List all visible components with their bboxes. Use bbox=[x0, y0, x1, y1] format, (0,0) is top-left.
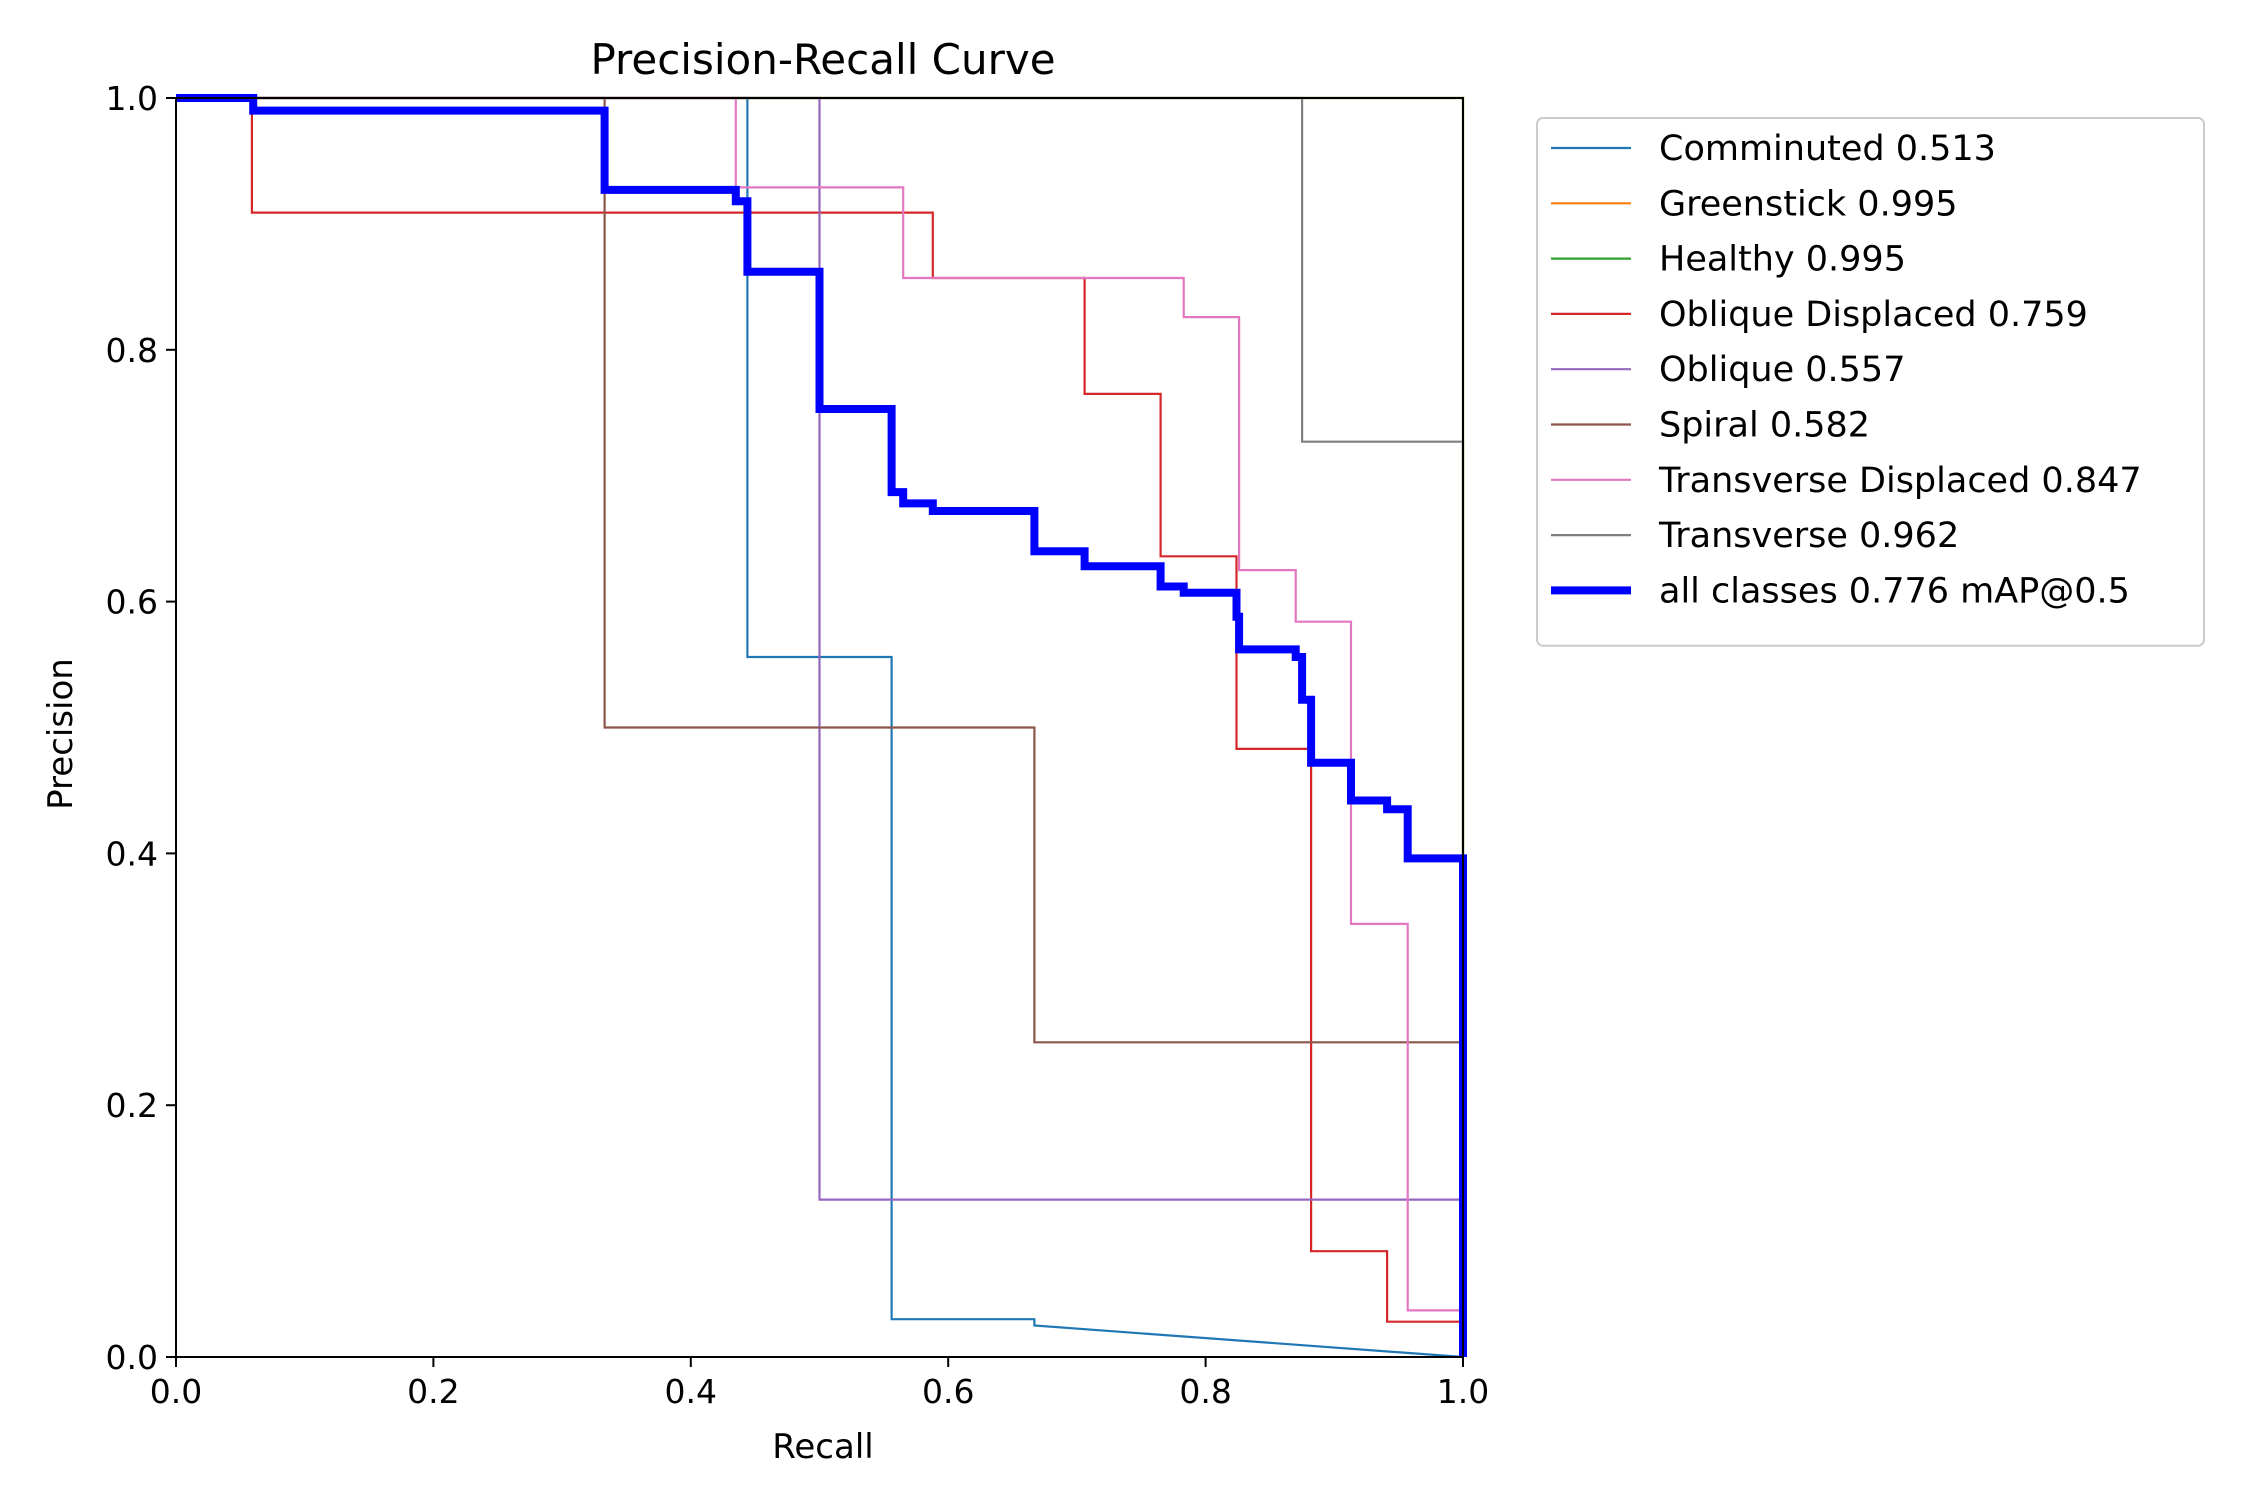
series-line-3 bbox=[176, 96, 1465, 1357]
x-tick-label-1: 0.2 bbox=[407, 1372, 459, 1411]
series-line-0 bbox=[176, 96, 1464, 1359]
series-line-6 bbox=[176, 96, 1465, 1357]
x-tick-label-2: 0.4 bbox=[665, 1372, 717, 1411]
y-axis-label: Precision bbox=[41, 658, 81, 810]
x-tick-label-5: 1.0 bbox=[1437, 1372, 1489, 1411]
y-tick-label-2: 0.4 bbox=[106, 834, 158, 873]
y-tick-label-3: 0.6 bbox=[106, 583, 158, 622]
y-tick-label-4: 0.8 bbox=[106, 331, 158, 370]
x-tick-label-4: 0.8 bbox=[1179, 1372, 1231, 1411]
legend-box bbox=[1536, 117, 2205, 647]
y-tick-label-5: 1.0 bbox=[106, 79, 158, 118]
x-tick-label-0: 0.0 bbox=[150, 1372, 202, 1411]
y-tick-label-0: 0.0 bbox=[106, 1338, 158, 1377]
legend-label-2: Healthy 0.995 bbox=[1659, 240, 1906, 280]
legend-label-3: Oblique Displaced 0.759 bbox=[1659, 295, 2088, 335]
series-line-8 bbox=[176, 94, 1467, 1357]
plot-area: 0.00.0 0.2 0.2 0.4 0.4 0.6 0.6 0.8 0.8 1.0 1.0 bbox=[106, 79, 1490, 1411]
x-axis-label: Recall bbox=[772, 1427, 873, 1467]
legend-label-0: Comminuted 0.513 bbox=[1659, 129, 1996, 169]
y-tick-label-1: 0.2 bbox=[106, 1086, 158, 1125]
axes-frame bbox=[175, 97, 1464, 1358]
chart-title: Precision-Recall Curve bbox=[590, 35, 1055, 84]
x-tick-label-3: 0.6 bbox=[922, 1372, 974, 1411]
legend-label-8: all classes 0.776 mAP@0.5 bbox=[1659, 571, 2130, 611]
legend: Comminuted 0.513 Greenstick 0.995 Healthy … bbox=[1536, 117, 2205, 647]
legend-label-4: Oblique 0.557 bbox=[1659, 350, 1905, 390]
legend-label-6: Transverse Displaced 0.847 bbox=[1658, 461, 2142, 501]
legend-label-7: Transverse 0.962 bbox=[1658, 516, 1959, 556]
legend-label-5: Spiral 0.582 bbox=[1659, 406, 1870, 446]
legend-label-1: Greenstick 0.995 bbox=[1659, 184, 1958, 224]
